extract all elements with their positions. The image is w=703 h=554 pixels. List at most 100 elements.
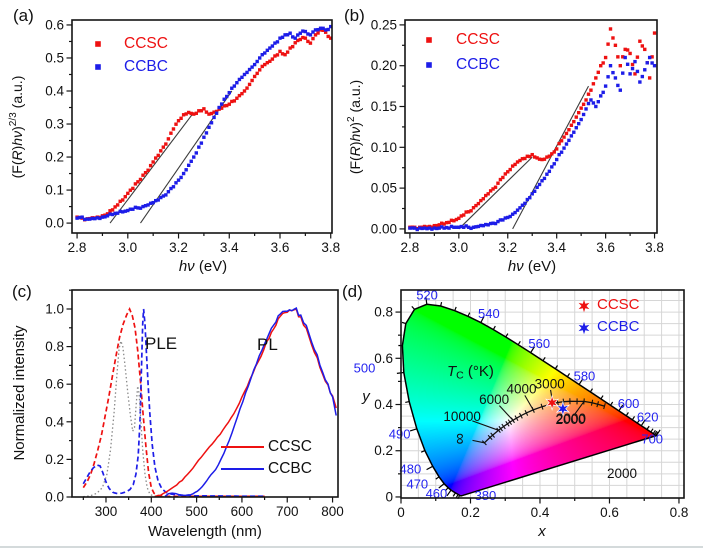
svg-text:500: 500 [185, 504, 208, 519]
svg-text:3.6: 3.6 [596, 240, 615, 255]
svg-text:0.2: 0.2 [45, 452, 64, 467]
wavelength-label-520: 520 [416, 288, 438, 303]
spectral-locus-ticks [396, 297, 661, 500]
y-axis-title-d: y [361, 388, 371, 405]
y-axis-title-a: (F(R)hν)2/3 (a.u.) [8, 76, 25, 179]
curve-ple-ccbc [82, 308, 265, 498]
wavelength-label-540: 540 [478, 306, 500, 321]
legend-marker-a-ccbc [95, 64, 101, 70]
svg-text:0.25: 0.25 [371, 17, 397, 32]
series-a-ccbc [75, 24, 333, 222]
wavelength-label-580: 580 [574, 368, 596, 383]
svg-text:0.2: 0.2 [45, 150, 64, 165]
color-temperature-label: TC (°K) [447, 363, 494, 382]
series-b-ccbc [408, 55, 657, 232]
locus-2000k-label: 2000 [556, 411, 587, 426]
svg-text:3.4: 3.4 [547, 240, 566, 255]
panel-b: 2.8 3.0 3.2 3.4 3.6 3.8 0.00 0.05 0.10 0.15 0.20 0.… [346, 17, 664, 275]
svg-text:0.20: 0.20 [371, 58, 397, 73]
tick-labels-a: 2.8 3.0 3.2 3.4 3.6 3.8 0.0 0.1 0.2 0.3 0.4 0.5 0.6 [45, 17, 340, 255]
axes-a [66, 24, 332, 239]
curve-pl-ccbc [164, 307, 337, 498]
svg-text:0.15: 0.15 [371, 99, 397, 114]
legend-marker-a-ccsc [95, 41, 101, 47]
svg-text:3.6: 3.6 [271, 240, 290, 255]
legend-c-ccsc-label: CCSC [268, 438, 312, 455]
svg-text:2.8: 2.8 [401, 240, 420, 255]
wavelength-label-490: 490 [389, 427, 411, 442]
legend-b-ccbc-label: CCBC [456, 56, 500, 73]
wavelength-label-500: 500 [354, 361, 376, 376]
svg-text:1.0: 1.0 [45, 301, 64, 316]
page-bottom-rule [0, 546, 703, 548]
x-axis-title-b: hν (eV) [508, 258, 556, 275]
svg-text:0.6: 0.6 [45, 377, 64, 392]
svg-text:2.8: 2.8 [68, 240, 87, 255]
curve-ple-host [83, 338, 174, 498]
svg-text:700: 700 [276, 504, 299, 519]
svg-text:0.0: 0.0 [45, 216, 64, 231]
svg-text:3.2: 3.2 [498, 240, 517, 255]
legend-b-ccsc-label: CCSC [456, 31, 500, 48]
svg-text:0.4: 0.4 [45, 84, 64, 99]
wavelength-label-470: 470 [406, 476, 428, 491]
legend-star-ccbc [578, 321, 590, 335]
svg-text:0.6: 0.6 [374, 351, 393, 366]
wavelength-label-380: 380 [475, 488, 497, 503]
tc-symbol: T [447, 363, 457, 380]
svg-text:3.0: 3.0 [449, 240, 468, 255]
wavelength-label-560: 560 [528, 336, 550, 351]
planckian-locus [483, 400, 605, 444]
planck-label-10000: 10000 [443, 409, 481, 424]
cie-point-ccbc [555, 400, 571, 417]
tc-unit: (°K) [463, 363, 494, 380]
tick-labels-d: 0 0.2 0.4 0.6 0.8 0 0.2 0.4 0.6 0.8 [374, 305, 688, 520]
wavelength-label-600: 600 [618, 396, 640, 411]
tick-labels-c: 300 400 500 600 700 800 0.0 0.2 0.4 0.6 0.8 1.0 [45, 301, 344, 519]
panel-c: 300 400 500 600 700 800 0.0 0.2 0.4 0.6 0.8 1.0 Wave… [11, 289, 344, 540]
series-a-ccsc [75, 28, 333, 222]
svg-text:0.6: 0.6 [45, 17, 64, 32]
legend-d-ccbc-label: CCBC [597, 318, 640, 335]
svg-text:0: 0 [397, 505, 405, 520]
svg-text:0.4: 0.4 [531, 505, 550, 520]
panel-d-label: (d) [342, 282, 363, 301]
svg-text:800: 800 [321, 504, 344, 519]
legend-a-ccbc-label: CCBC [124, 58, 168, 75]
infinity-cct-label: ∞ [452, 433, 469, 444]
legend-marker-b-ccsc [426, 37, 432, 43]
ple-annotation: PLE [145, 334, 178, 353]
panel-a-label: (a) [13, 6, 34, 25]
corner-2000k-label: 2000 [607, 466, 638, 481]
panel-a: 2.8 3.0 3.2 3.4 3.6 3.8 0.0 0.1 0.2 0.3 0.4 0.5 0.6 h… [8, 17, 340, 275]
panel-b-label: (b) [344, 6, 365, 25]
svg-text:0.3: 0.3 [45, 117, 64, 132]
svg-text:0.8: 0.8 [374, 305, 393, 320]
x-axis-title-d: x [537, 523, 546, 540]
series-b-ccsc [408, 27, 657, 231]
planck-label-3000: 3000 [535, 377, 565, 392]
wavelength-label-700: 700 [641, 432, 663, 447]
x-axis-title-c: Wavelength (nm) [148, 523, 262, 540]
legend-c-ccbc-label: CCBC [268, 460, 312, 477]
svg-text:0.4: 0.4 [45, 414, 64, 429]
legend-d-ccsc-label: CCSC [597, 296, 640, 313]
cie-gamut-canvas [401, 290, 684, 498]
y-axis-title-c: Normalized intensity [11, 325, 28, 461]
svg-text:0.2: 0.2 [461, 505, 480, 520]
planck-label-6000: 6000 [479, 392, 509, 407]
wavelength-label-460: 460 [426, 486, 448, 501]
tc-subscript: C [456, 369, 464, 382]
panel-c-label: (c) [12, 282, 32, 301]
svg-text:0.2: 0.2 [374, 443, 393, 458]
svg-text:0.05: 0.05 [371, 181, 397, 196]
x-axis-title-a: hν (eV) [179, 258, 227, 275]
cie-point-ccsc [545, 394, 560, 411]
svg-text:0.10: 0.10 [371, 140, 397, 155]
svg-text:400: 400 [140, 504, 163, 519]
svg-text:0.4: 0.4 [374, 397, 393, 412]
wavelength-label-480: 480 [400, 461, 422, 476]
